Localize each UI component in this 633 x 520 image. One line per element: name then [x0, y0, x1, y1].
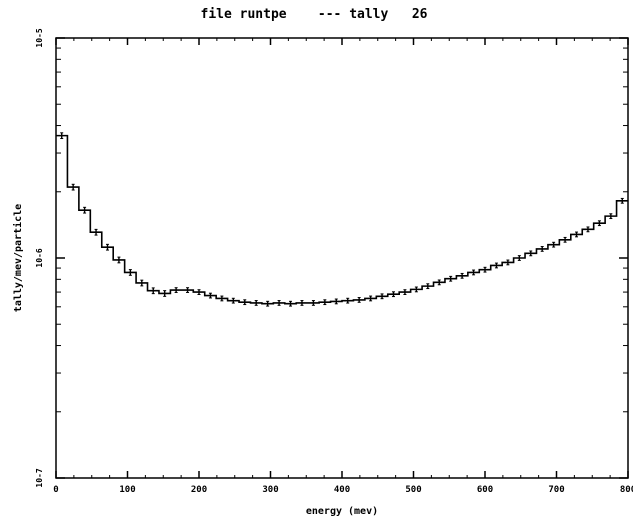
series-group: [56, 132, 628, 307]
y-tick-label: 10-7: [35, 468, 44, 487]
plot-frame: [55, 37, 629, 479]
x-axis-title: energy (mev): [306, 506, 378, 517]
series-step-line: [56, 134, 628, 305]
x-tick-label: 100: [119, 485, 135, 495]
x-tick-label: 800: [620, 485, 633, 495]
y-tick-label: 10-6: [35, 248, 44, 267]
x-axis: 0 100 200 300 400 500 600 700 800: [53, 38, 633, 495]
plot-area: 0 100 200 300 400 500 600 700 800 10-7 10-6 10-5: [35, 28, 633, 495]
x-tick-label: 600: [477, 485, 493, 495]
chart-title: file runtpe --- tally 26: [201, 7, 428, 22]
x-tick-label: 700: [548, 485, 564, 495]
x-tick-label: 200: [191, 485, 207, 495]
y-axis: 10-7 10-6 10-5: [35, 28, 628, 488]
x-tick-label: 500: [405, 485, 421, 495]
x-tick-label: 0: [53, 485, 58, 495]
y-axis-title: tally/mev/particle: [12, 204, 24, 312]
y-tick-label: 10-5: [35, 28, 44, 47]
x-tick-label: 300: [262, 485, 278, 495]
x-tick-label: 400: [334, 485, 350, 495]
minor-ticks: [56, 38, 628, 478]
